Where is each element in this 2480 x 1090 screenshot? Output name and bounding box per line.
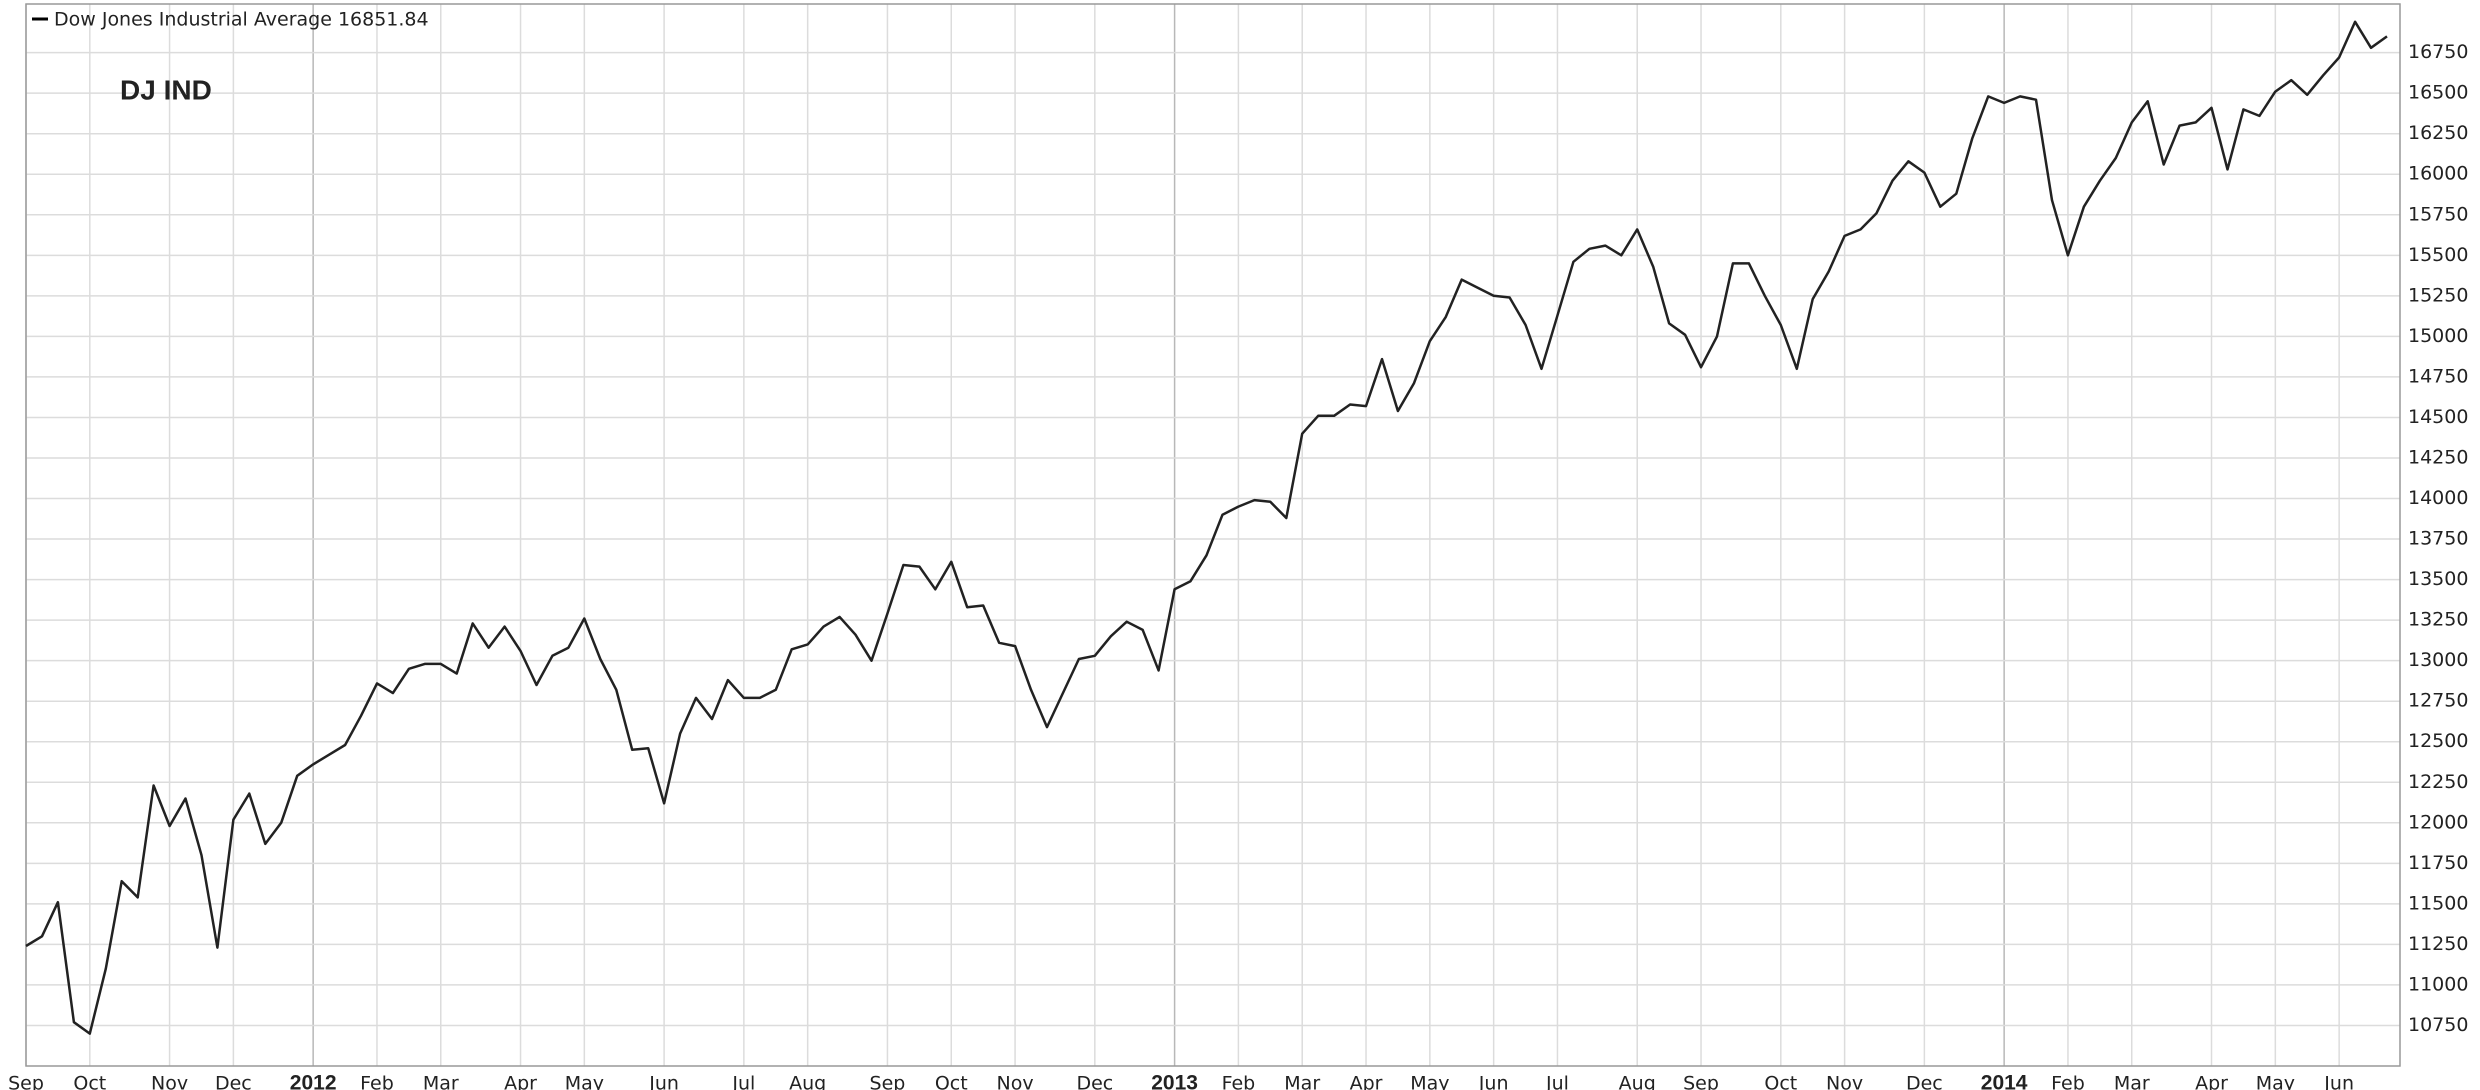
y-tick-label: 13250 [2408,609,2468,631]
x-tick-label: Aug [789,1073,826,1090]
y-tick-label: 11250 [2408,933,2468,955]
x-tick-label: Apr [1350,1073,1383,1090]
x-tick-label: Apr [2195,1073,2228,1090]
y-tick-label: 14750 [2408,365,2468,387]
x-tick-label: Jun [1478,1073,1509,1090]
price-line [25,20,2388,1035]
x-tick-label: Mar [2114,1073,2150,1090]
x-tick-label: May [1410,1073,1449,1090]
y-tick-label: 11750 [2408,852,2468,874]
x-tick-label: Mar [423,1073,459,1090]
x-tick-label: Feb [1222,1073,1256,1090]
x-tick-label: Dec [215,1073,252,1090]
x-tick-label: Apr [504,1073,537,1090]
x-tick-label: Nov [151,1073,188,1090]
x-tick-label: May [2256,1073,2295,1090]
y-tick-label: 15500 [2408,244,2468,266]
y-tick-label: 15750 [2408,203,2468,225]
x-tick-label: Dec [1906,1073,1943,1090]
y-tick-label: 12500 [2408,730,2468,752]
x-tick-label: Oct [935,1073,968,1090]
y-tick-label: 16000 [2408,163,2468,185]
x-tick-label: Sep [8,1073,44,1090]
x-tick-label: Nov [1826,1073,1863,1090]
x-tick-label: Sep [870,1073,906,1090]
chart-title: DJ IND [120,74,212,105]
y-tick-label: 14000 [2408,487,2468,509]
x-tick-label: Feb [360,1073,394,1090]
x-tick-label: Jul [1545,1073,1569,1090]
y-tick-label: 11000 [2408,973,2468,995]
y-tick-label: 14500 [2408,406,2468,428]
y-tick-label: 13000 [2408,649,2468,671]
y-tick-label: 12000 [2408,811,2468,833]
x-tick-label: 2013 [1151,1072,1198,1090]
y-tick-label: 13750 [2408,528,2468,550]
x-tick-label: Jul [731,1073,755,1090]
x-tick-label: Mar [1284,1073,1320,1090]
x-tick-label: Dec [1076,1073,1113,1090]
plot-frame [25,3,2401,1067]
y-tick-label: 15000 [2408,325,2468,347]
x-tick-label: 2014 [1981,1072,2028,1090]
x-tick-label: Nov [997,1073,1034,1090]
x-tick-label: Oct [73,1073,106,1090]
y-tick-label: 11500 [2408,892,2468,914]
x-tick-label: Sep [1683,1073,1719,1090]
y-tick-label: 12250 [2408,771,2468,793]
legend-entry: Dow Jones Industrial Average 16851.84 [54,9,429,31]
y-tick-label: 12750 [2408,690,2468,712]
y-tick-label: 16750 [2408,41,2468,63]
x-tick-label: Jun [648,1073,679,1090]
x-tick-label: 2012 [290,1072,337,1090]
x-tick-label: May [565,1073,604,1090]
x-tick-label: Oct [1764,1073,1797,1090]
y-tick-label: 16500 [2408,82,2468,104]
x-tick-label: Aug [1619,1073,1656,1090]
y-tick-label: 14250 [2408,446,2468,468]
x-tick-label: Feb [2051,1073,2085,1090]
x-tick-label: Jun [2323,1073,2354,1090]
y-tick-label: 16250 [2408,122,2468,144]
y-tick-label: 13500 [2408,568,2468,590]
y-tick-label: 10750 [2408,1014,2468,1036]
y-tick-label: 15250 [2408,284,2468,306]
